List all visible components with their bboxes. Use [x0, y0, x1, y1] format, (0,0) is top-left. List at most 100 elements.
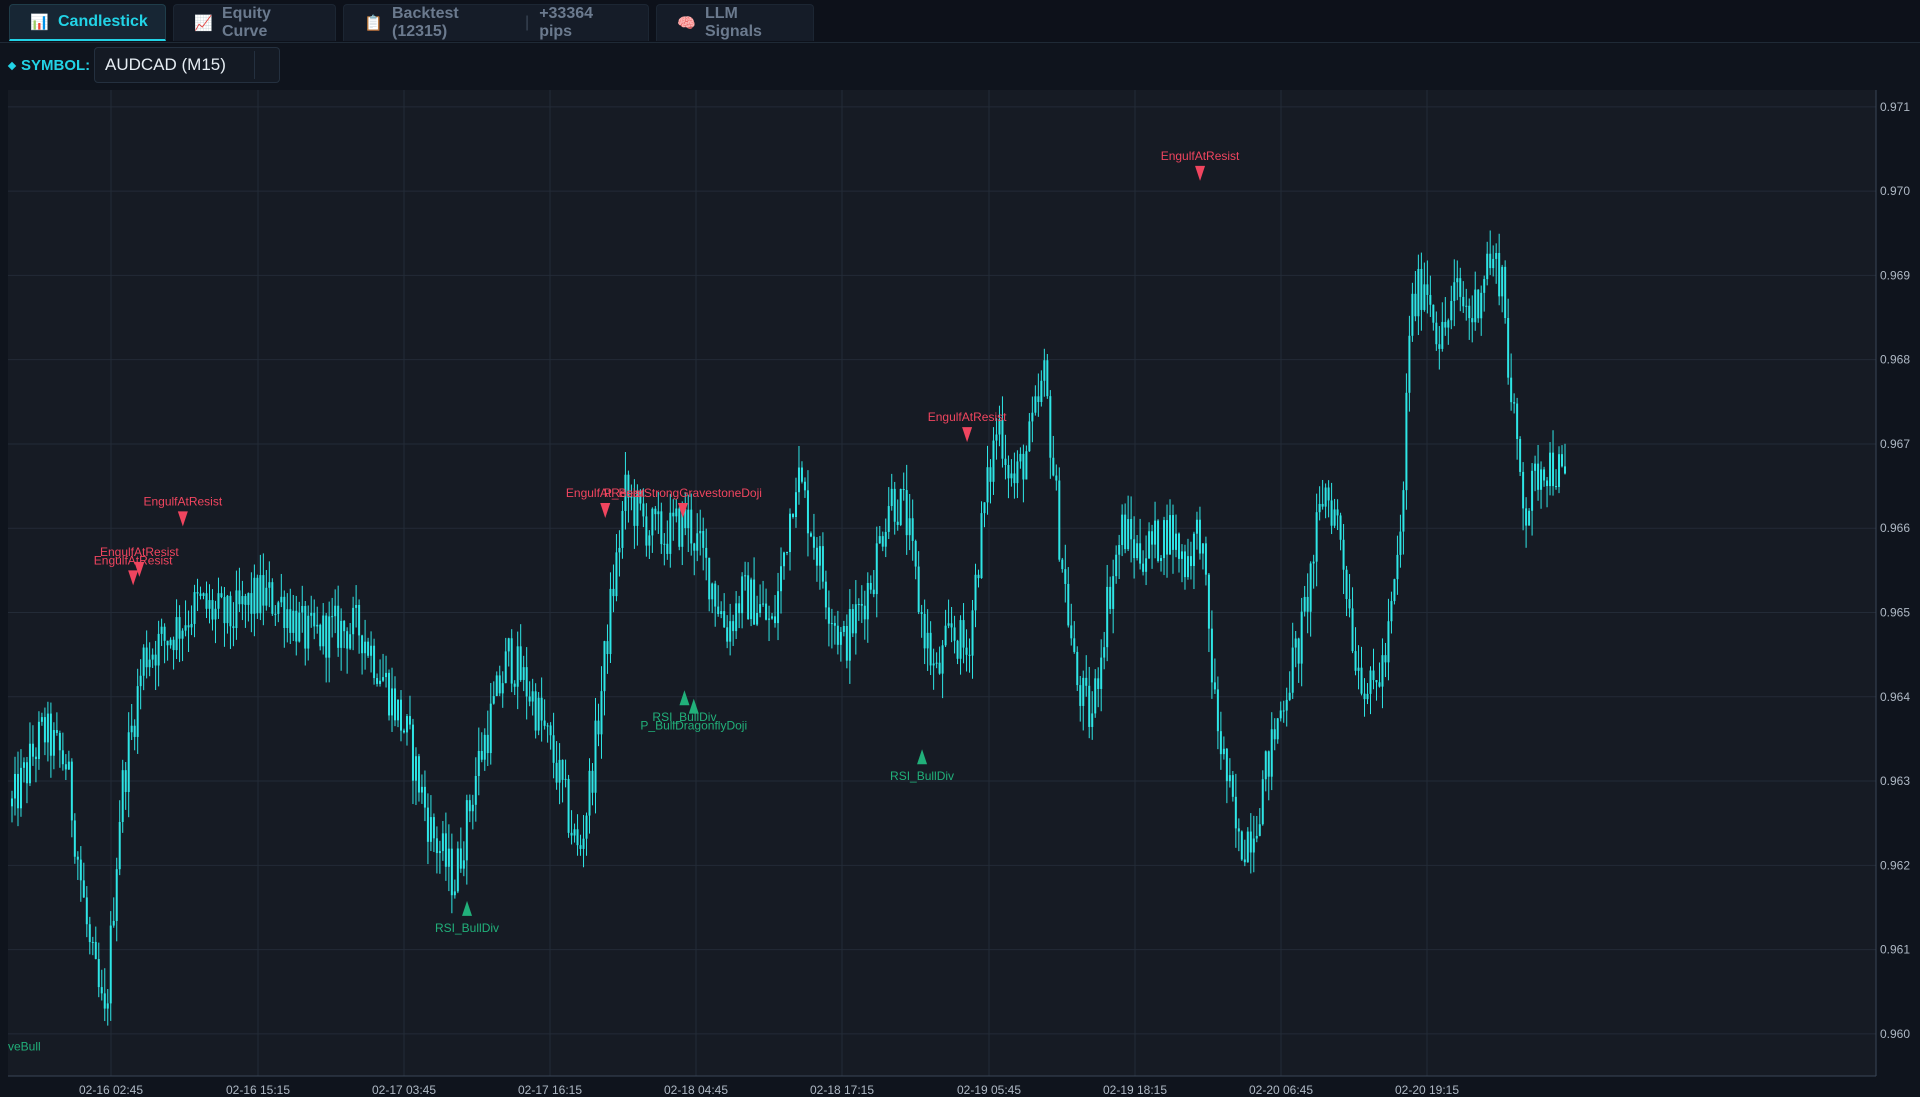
candle-body	[1183, 551, 1186, 578]
candle-body	[67, 761, 70, 770]
candle-body	[1085, 677, 1088, 686]
candle-body	[986, 467, 989, 503]
candle-body	[1237, 828, 1240, 832]
candle-body	[474, 776, 477, 805]
candle-body	[202, 593, 205, 596]
tab-backtest[interactable]: 📋 Backtest (12315) | +33364 pips	[343, 4, 649, 41]
candle-body	[277, 602, 280, 614]
candle-body	[1166, 520, 1169, 555]
candlestick-chart[interactable]: 0.971 0.970 0.969 0.968 0.967 0.966 0.965 0.964…	[0, 90, 1920, 1097]
candle-body	[11, 798, 13, 807]
candle-body	[262, 575, 265, 606]
candle-body	[1106, 586, 1109, 648]
candle-body	[711, 583, 714, 600]
candle-body	[522, 667, 525, 680]
candle-body	[1534, 463, 1537, 471]
candle-body	[567, 778, 570, 833]
candle-body	[465, 800, 468, 861]
bear-signal-marker	[177, 511, 188, 527]
candle-body	[750, 579, 753, 620]
candle-body	[1046, 360, 1049, 397]
candle-body	[1160, 558, 1163, 561]
candle-body	[705, 547, 708, 558]
candle-body	[1037, 396, 1040, 402]
candle-body	[397, 699, 400, 721]
candle-body	[163, 626, 166, 641]
candle-body	[780, 566, 783, 592]
candle-body	[753, 579, 756, 625]
signal-label: EngulfAtResist	[928, 410, 1007, 424]
candle-body	[310, 612, 313, 616]
candle-body	[139, 675, 142, 687]
candle-body	[1007, 464, 1010, 479]
candle-body	[630, 496, 633, 498]
symbol-select[interactable]: AUDCAD (M15)	[94, 47, 280, 83]
chart-area[interactable]: 0.971 0.970 0.969 0.968 0.967 0.966 0.965 0.964…	[0, 90, 1920, 1097]
tab-equity-curve[interactable]: 📈 Equity Curve	[173, 4, 336, 41]
candle-body	[316, 624, 319, 627]
bear-signal-marker	[1195, 165, 1206, 181]
candle-body	[1450, 300, 1453, 321]
candle-body	[1447, 320, 1450, 328]
candle-body	[1513, 402, 1516, 404]
candle-body	[1438, 344, 1441, 349]
candle-body	[762, 603, 765, 605]
candle-body	[1351, 608, 1354, 652]
candle-body	[399, 699, 402, 731]
tab-llm-signals[interactable]: 🧠 LLM Signals	[656, 4, 814, 41]
candle-body	[142, 647, 145, 676]
symbol-bar: SYMBOL:	[0, 43, 1920, 90]
candle-body	[337, 605, 340, 648]
tab-candlestick[interactable]: 📊 Candlestick	[9, 4, 166, 41]
candle-body	[361, 635, 364, 654]
candle-body	[22, 762, 25, 768]
candle-body	[929, 632, 932, 666]
candle-body	[70, 761, 73, 821]
candle-body	[1468, 305, 1471, 319]
candle-body	[1546, 480, 1549, 487]
candle-body	[1040, 380, 1043, 402]
candle-body	[1516, 403, 1519, 440]
candle-body	[839, 631, 842, 645]
plot-background	[8, 90, 1876, 1076]
candle-body	[145, 647, 148, 668]
candle-body	[1270, 729, 1273, 777]
candle-body	[1312, 561, 1315, 564]
candle-body	[923, 613, 926, 649]
candle-body	[477, 750, 480, 777]
candle-body	[250, 593, 253, 614]
candle-body	[1321, 503, 1324, 507]
candle-body	[1145, 558, 1148, 572]
candle-body	[301, 605, 304, 613]
candle-body	[1240, 831, 1243, 860]
candle-body	[417, 756, 420, 793]
candle-body	[642, 503, 645, 517]
candle-body	[606, 641, 609, 655]
candle-body	[863, 605, 866, 620]
candle-body	[160, 626, 163, 634]
candle-body	[1444, 321, 1447, 328]
candle-body	[214, 608, 217, 620]
signal-label: EngulfAtResist	[94, 553, 173, 567]
candle-body	[127, 732, 130, 792]
candle-body	[869, 582, 872, 590]
candle-body	[1172, 515, 1175, 550]
candle-body	[1399, 531, 1402, 555]
candle-body	[486, 734, 489, 754]
candle-body	[759, 604, 762, 613]
candle-body	[34, 756, 37, 760]
candle-body	[1294, 638, 1297, 648]
candle-body	[648, 535, 651, 546]
signal-label: RSI_BullDiv	[890, 769, 954, 783]
signal-label: EngulfAtResist	[566, 486, 645, 500]
candle-body	[1067, 583, 1070, 626]
candle-body	[1411, 293, 1414, 336]
candle-body	[1127, 519, 1130, 550]
candle-body	[61, 750, 64, 765]
candle-body	[46, 713, 49, 743]
candle-body	[1306, 596, 1309, 612]
candle-body	[1049, 396, 1052, 458]
candle-body	[953, 627, 956, 641]
candle-body	[468, 800, 471, 812]
candle-body	[1249, 831, 1252, 853]
